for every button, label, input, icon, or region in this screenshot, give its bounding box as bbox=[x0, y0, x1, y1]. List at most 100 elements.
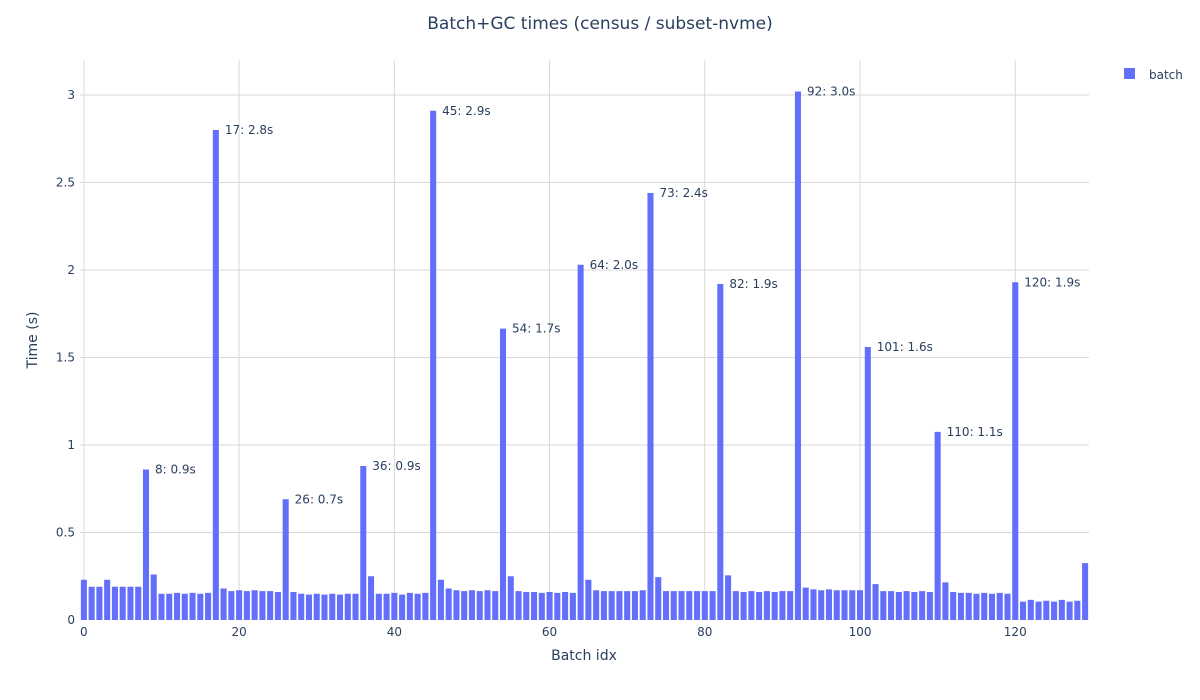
bar[interactable] bbox=[818, 590, 825, 620]
bar[interactable] bbox=[173, 592, 181, 620]
bar[interactable] bbox=[507, 576, 514, 620]
bar[interactable] bbox=[189, 592, 196, 620]
bar[interactable] bbox=[135, 586, 142, 620]
bar[interactable] bbox=[849, 590, 856, 620]
bar[interactable] bbox=[624, 591, 631, 620]
bar[interactable] bbox=[119, 586, 126, 620]
bar[interactable] bbox=[360, 466, 367, 620]
bar[interactable] bbox=[787, 591, 794, 620]
bar[interactable] bbox=[515, 591, 522, 620]
bar[interactable] bbox=[748, 591, 755, 620]
bar[interactable] bbox=[740, 592, 747, 620]
bar[interactable] bbox=[802, 587, 809, 620]
bar[interactable] bbox=[484, 590, 491, 620]
bar[interactable] bbox=[344, 593, 351, 620]
bar[interactable] bbox=[531, 592, 538, 620]
bar[interactable] bbox=[919, 591, 926, 620]
bar[interactable] bbox=[414, 593, 421, 620]
bar[interactable] bbox=[872, 584, 879, 620]
bar[interactable] bbox=[647, 193, 654, 620]
bar[interactable] bbox=[228, 591, 235, 620]
bar[interactable] bbox=[988, 593, 996, 620]
bar[interactable] bbox=[236, 590, 243, 620]
bar[interactable] bbox=[717, 284, 724, 620]
bar[interactable] bbox=[725, 575, 732, 620]
bar[interactable] bbox=[864, 347, 871, 620]
bar[interactable] bbox=[794, 91, 801, 621]
bar[interactable] bbox=[631, 591, 638, 620]
bar[interactable] bbox=[1074, 600, 1081, 620]
bar[interactable] bbox=[523, 592, 530, 620]
bar[interactable] bbox=[197, 593, 204, 620]
bar[interactable] bbox=[476, 591, 483, 620]
bar[interactable] bbox=[352, 593, 359, 620]
bar[interactable] bbox=[686, 591, 693, 620]
bar[interactable] bbox=[274, 592, 281, 620]
bar[interactable] bbox=[779, 591, 786, 620]
bar[interactable] bbox=[880, 591, 887, 620]
bar[interactable] bbox=[694, 591, 701, 620]
bar[interactable] bbox=[375, 593, 382, 620]
bar[interactable] bbox=[212, 130, 219, 620]
bar[interactable] bbox=[841, 590, 848, 620]
bar[interactable] bbox=[1035, 601, 1042, 620]
bar[interactable] bbox=[562, 592, 569, 620]
bar[interactable] bbox=[368, 576, 375, 620]
bar[interactable] bbox=[127, 586, 134, 620]
bar[interactable] bbox=[538, 592, 545, 620]
bar[interactable] bbox=[399, 594, 406, 620]
bar[interactable] bbox=[1051, 601, 1058, 620]
bar[interactable] bbox=[290, 592, 297, 620]
bar[interactable] bbox=[616, 591, 623, 620]
bar[interactable] bbox=[1082, 563, 1089, 620]
bar[interactable] bbox=[259, 591, 266, 620]
bar[interactable] bbox=[1012, 282, 1019, 620]
bar[interactable] bbox=[577, 264, 584, 620]
bar[interactable] bbox=[492, 591, 499, 620]
legend[interactable]: batch bbox=[1124, 68, 1183, 82]
bar[interactable] bbox=[391, 592, 398, 620]
bar[interactable] bbox=[732, 591, 739, 620]
bar[interactable] bbox=[80, 579, 87, 620]
bar[interactable] bbox=[461, 591, 468, 620]
bar[interactable] bbox=[336, 594, 344, 620]
bar[interactable] bbox=[205, 592, 212, 620]
bar[interactable] bbox=[150, 574, 157, 621]
bar[interactable] bbox=[655, 577, 662, 620]
bar[interactable] bbox=[499, 328, 507, 620]
bar[interactable] bbox=[600, 591, 607, 620]
bar[interactable] bbox=[158, 593, 165, 620]
bar[interactable] bbox=[111, 586, 118, 620]
bar[interactable] bbox=[251, 590, 258, 620]
bar[interactable] bbox=[1004, 593, 1011, 620]
bar[interactable] bbox=[756, 592, 763, 620]
bar[interactable] bbox=[888, 591, 895, 620]
bar[interactable] bbox=[546, 592, 553, 620]
bar[interactable] bbox=[950, 592, 957, 620]
bar[interactable] bbox=[1043, 600, 1050, 620]
bar[interactable] bbox=[825, 589, 833, 620]
bar[interactable] bbox=[282, 499, 289, 620]
bar[interactable] bbox=[313, 593, 320, 620]
bar[interactable] bbox=[181, 593, 188, 620]
bar[interactable] bbox=[1058, 599, 1065, 620]
bar[interactable] bbox=[701, 591, 708, 620]
bar[interactable] bbox=[453, 590, 460, 620]
bar[interactable] bbox=[810, 589, 817, 620]
bar[interactable] bbox=[298, 593, 305, 620]
bar[interactable] bbox=[926, 592, 933, 620]
bar[interactable] bbox=[911, 592, 918, 620]
bar[interactable] bbox=[662, 591, 670, 620]
bar[interactable] bbox=[243, 591, 250, 620]
bar[interactable] bbox=[709, 591, 716, 620]
bar[interactable] bbox=[996, 592, 1003, 620]
bar[interactable] bbox=[585, 579, 592, 620]
bar[interactable] bbox=[833, 590, 840, 620]
bar[interactable] bbox=[857, 590, 864, 620]
bar[interactable] bbox=[593, 590, 600, 620]
bar[interactable] bbox=[88, 586, 95, 620]
bar[interactable] bbox=[96, 586, 103, 620]
bar[interactable] bbox=[981, 592, 988, 620]
bar[interactable] bbox=[267, 591, 274, 620]
bar[interactable] bbox=[1019, 601, 1027, 620]
